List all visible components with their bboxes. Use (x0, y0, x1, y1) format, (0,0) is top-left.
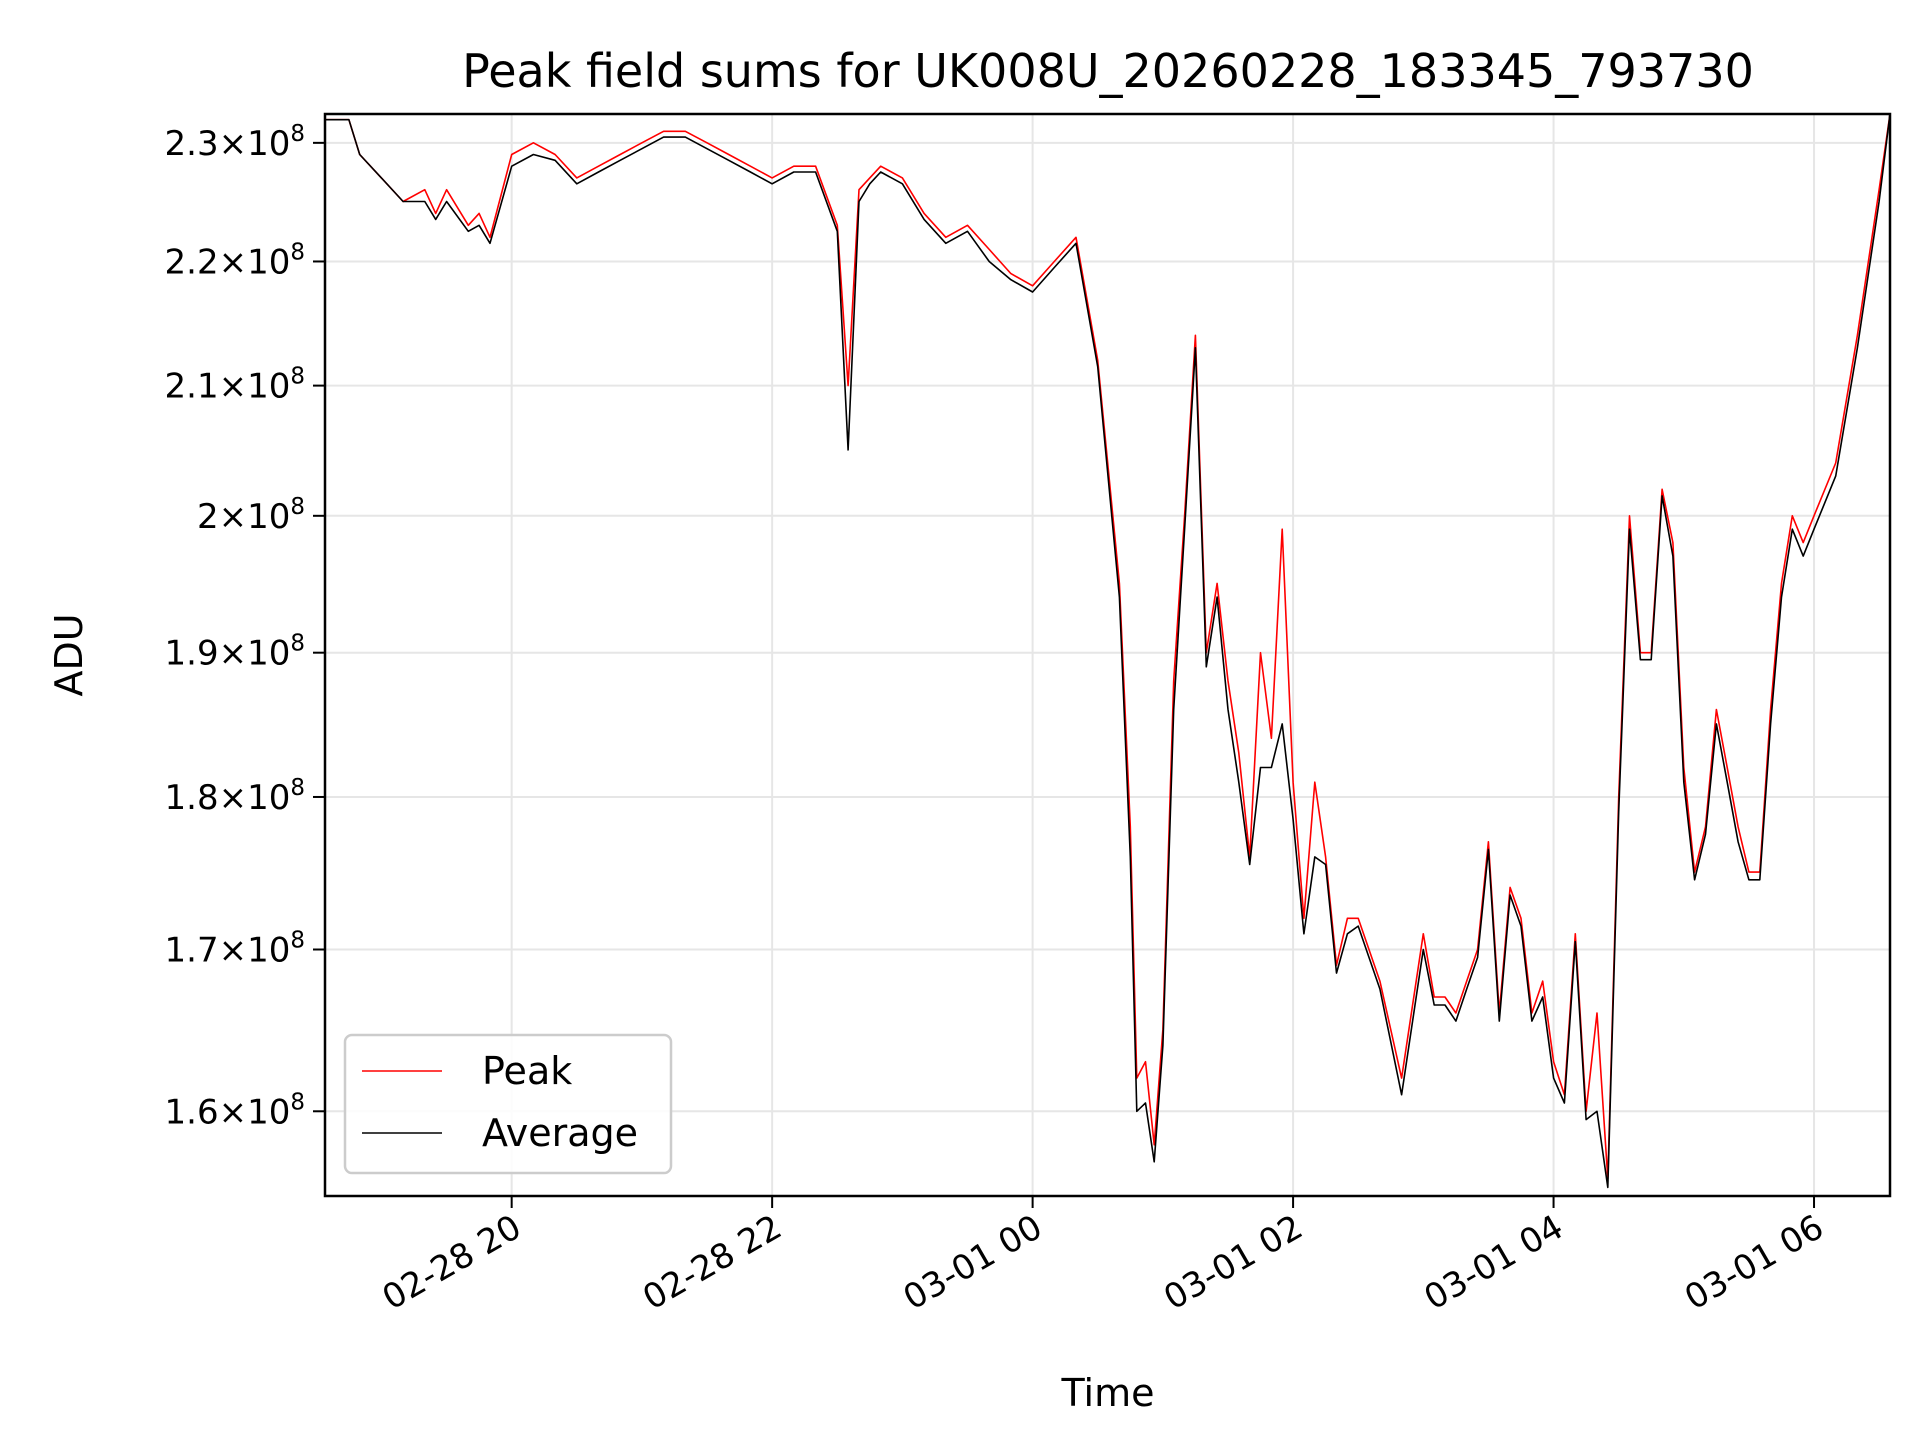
x-tick-label-1: 02-28 22 (636, 1207, 788, 1318)
x-tick-label-4: 03-01 04 (1418, 1207, 1570, 1318)
legend-box (343, 1033, 673, 1175)
series-line-average (325, 113, 1891, 1189)
y-tick-label-1: 1.7×108 (165, 927, 305, 970)
grid (325, 114, 1890, 1196)
plot-frame (323, 112, 1892, 1198)
x-tick-label-5: 03-01 06 (1678, 1207, 1830, 1318)
y-axis: 1.6×108 1.7×108 1.8×108 1.9×108 2×108 2.1×108… (165, 121, 325, 1132)
legend-label-peak: Peak (482, 1049, 572, 1093)
x-tick-label-0: 02-28 20 (376, 1207, 528, 1318)
legend-label-average: Average (482, 1111, 638, 1155)
y-tick-label-0: 1.6×108 (165, 1089, 305, 1132)
x-tick-label-3: 03-01 02 (1157, 1207, 1309, 1318)
y-tick-label-3: 1.9×108 (165, 631, 305, 674)
x-axis: 02-28 20 02-28 22 03-01 00 03-01 02 03-01 04… (376, 1196, 1831, 1318)
y-tick-label-2: 1.8×108 (165, 775, 305, 818)
chart-title: Peak field sums for UK008U_20260228_1833… (462, 44, 1754, 98)
y-axis-label: ADU (47, 613, 91, 696)
y-tick-label-5: 2.1×108 (165, 364, 305, 407)
x-tick-label-2: 03-01 00 (897, 1207, 1049, 1318)
series-layer (325, 113, 1891, 1189)
series-line-peak (325, 113, 1891, 1180)
x-axis-label: Time (1061, 1371, 1155, 1415)
legend: Peak Average (343, 1033, 673, 1175)
y-tick-label-7: 2.3×108 (165, 121, 305, 164)
y-tick-label-4: 2×108 (197, 494, 305, 537)
y-tick-label-6: 2.2×108 (165, 239, 305, 282)
